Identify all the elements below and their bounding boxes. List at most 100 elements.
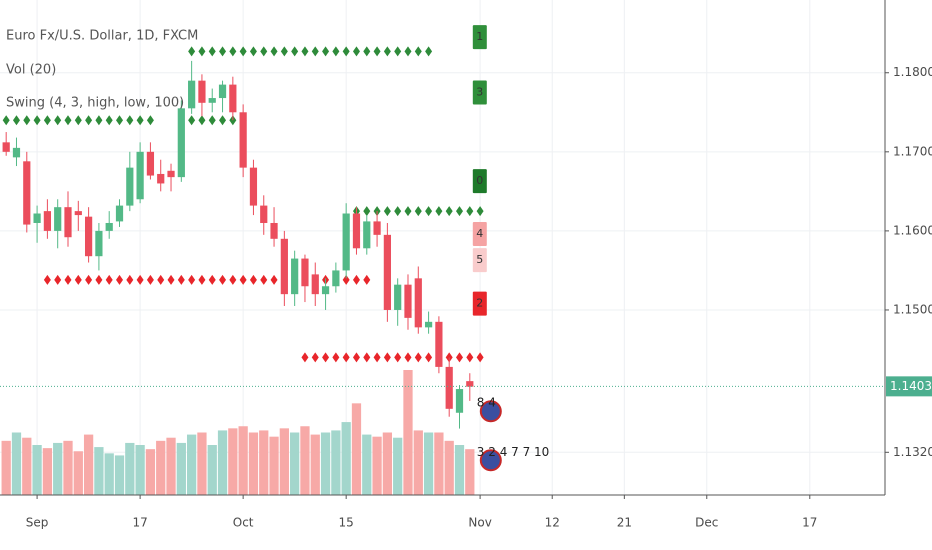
- swing-diamond: [280, 46, 288, 57]
- candle-body: [177, 108, 185, 178]
- candle-body: [33, 213, 41, 223]
- volume-bar: [372, 436, 382, 495]
- swing-diamond: [342, 274, 350, 285]
- swing-diamond: [219, 115, 227, 126]
- volume-bar: [135, 445, 145, 495]
- swing-diamond: [363, 206, 371, 217]
- swing-diamond: [425, 352, 433, 363]
- swing-diamond: [105, 274, 113, 285]
- swing-diamond: [188, 115, 196, 126]
- swing-diamond: [12, 115, 20, 126]
- y-tick-label: 1.15000: [893, 302, 932, 316]
- swing-diamond: [404, 206, 412, 217]
- swing-diamond: [394, 352, 402, 363]
- swing-diamond: [74, 115, 82, 126]
- swing-diamond: [373, 352, 381, 363]
- candle-body: [270, 222, 278, 239]
- swing-diamond: [146, 274, 154, 285]
- last-price-label: 1.14034: [890, 379, 932, 393]
- volume-bar: [300, 426, 310, 495]
- swing-diamond: [404, 46, 412, 57]
- y-tick-label: 1.13200: [893, 445, 932, 459]
- swing-diamond: [260, 46, 268, 57]
- candle-body: [301, 258, 309, 287]
- volume-bar: [434, 432, 444, 495]
- candle-body: [74, 211, 82, 216]
- volume-bar: [83, 434, 94, 495]
- swing-diamond: [352, 274, 360, 285]
- candle-body: [115, 205, 124, 222]
- swing-diamond: [198, 274, 206, 285]
- candle-body: [332, 270, 340, 287]
- swing-diamond: [74, 274, 82, 285]
- swing-diamond: [43, 274, 51, 285]
- swing-diamond: [425, 46, 433, 57]
- candle-body: [12, 147, 21, 158]
- swing-diamond: [383, 206, 391, 217]
- x-tick-label: 12: [545, 516, 560, 530]
- volume-bar: [351, 403, 362, 495]
- volume-bar: [166, 437, 176, 495]
- candle-body: [383, 234, 391, 310]
- swing-diamond: [198, 115, 206, 126]
- volume-bar: [320, 432, 331, 495]
- swing-diamond: [414, 352, 422, 363]
- candle-body: [218, 84, 227, 99]
- swing-diamond: [260, 274, 268, 285]
- swing-diamond: [291, 46, 299, 57]
- event-flag: [479, 400, 502, 423]
- swing-diamond: [322, 352, 330, 363]
- symbol-legend: Euro Fx/U.S. Dollar, 1D, FXCM: [6, 29, 198, 44]
- swing-diamond: [311, 352, 319, 363]
- swing-diamond: [404, 352, 412, 363]
- swing-diamond: [198, 46, 206, 57]
- candle-body: [95, 230, 103, 257]
- candle-body: [64, 207, 72, 238]
- swing-diamond: [322, 46, 330, 57]
- candle-body: [394, 284, 402, 310]
- volume-bar: [217, 430, 228, 495]
- swing-diamond: [301, 46, 309, 57]
- signal-marker: [472, 25, 487, 50]
- swing-diamond: [64, 115, 72, 126]
- candle-body: [363, 221, 371, 249]
- swing-diamond: [249, 274, 257, 285]
- last-price-box: [886, 376, 932, 397]
- swing-legend: Swing (4, 3, high, low, 100): [6, 96, 184, 111]
- swing-diamond: [208, 274, 216, 285]
- swing-diamond: [208, 115, 216, 126]
- candle-body: [249, 167, 258, 206]
- swing-diamond: [373, 46, 381, 57]
- volume-bar: [73, 451, 83, 495]
- volume-bar: [454, 445, 465, 495]
- x-tick-label: Dec: [695, 516, 718, 530]
- candle-body: [280, 238, 288, 295]
- volume-bar: [156, 440, 166, 495]
- volume-bar: [1, 440, 11, 495]
- swing-diamond: [414, 46, 422, 57]
- swing-diamond: [23, 115, 31, 126]
- volume-bar: [94, 447, 104, 495]
- volume-bar: [186, 434, 197, 495]
- volume-bar: [104, 453, 114, 495]
- candle-body: [466, 381, 474, 387]
- candle-body: [373, 221, 381, 235]
- swing-diamond: [445, 206, 453, 217]
- candle-body: [84, 216, 93, 257]
- swing-diamond: [363, 274, 371, 285]
- event-flag: [479, 449, 502, 472]
- volume-bar: [11, 432, 22, 495]
- swing-diamond: [54, 115, 62, 126]
- swing-diamond: [352, 352, 360, 363]
- swing-diamond: [54, 274, 62, 285]
- candle-body: [321, 286, 330, 295]
- swing-diamond: [136, 274, 144, 285]
- candle-body: [157, 173, 165, 184]
- swing-diamond: [219, 274, 227, 285]
- candle-body: [105, 222, 113, 231]
- x-tick-label: 21: [617, 516, 632, 530]
- volume-bar: [331, 430, 341, 495]
- y-tick-label: 1.18000: [893, 65, 932, 79]
- volume-bar: [393, 437, 403, 495]
